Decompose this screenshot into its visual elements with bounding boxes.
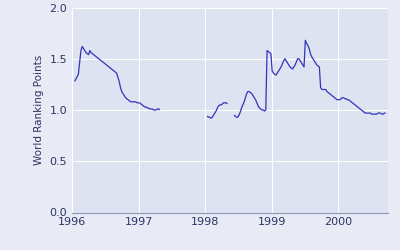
Y-axis label: World Ranking Points: World Ranking Points: [34, 55, 44, 165]
